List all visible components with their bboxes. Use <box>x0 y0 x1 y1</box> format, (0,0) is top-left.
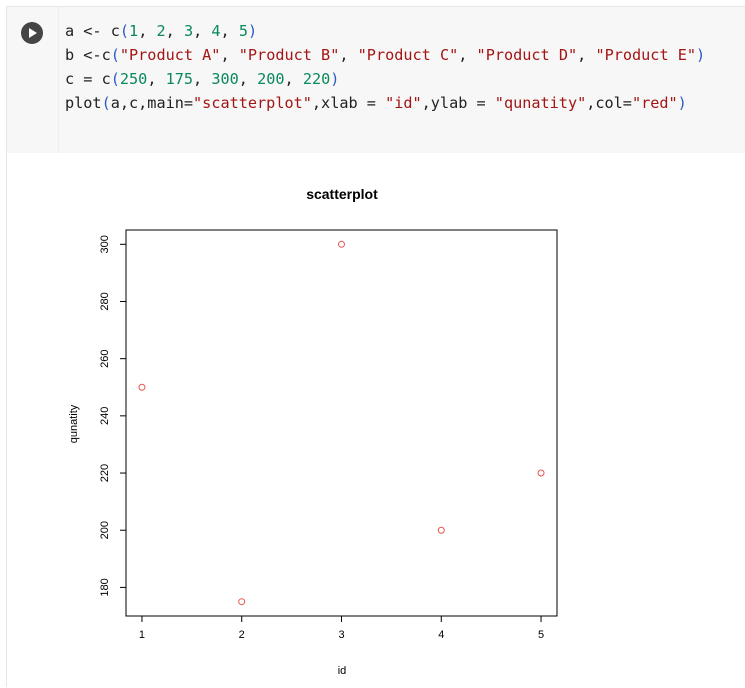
code-line-2: b <-c("Product A", "Product B", "Product… <box>65 43 705 67</box>
code-token: , <box>458 46 477 64</box>
code-token: "Product B" <box>238 46 340 64</box>
code-token: , <box>165 22 184 40</box>
code-token: "qunatity" <box>494 94 587 112</box>
plot-frame <box>125 229 558 617</box>
y-tick-label: 200 <box>99 521 111 539</box>
code-token: b <-c <box>65 46 111 64</box>
code-token: , <box>577 46 596 64</box>
data-point <box>338 240 345 248</box>
code-token: ) <box>677 94 687 112</box>
code-token: "Product D" <box>476 46 578 64</box>
code-token: a <- c <box>65 22 120 40</box>
y-tick-label: 240 <box>99 407 111 425</box>
code-token: 1 <box>129 22 139 40</box>
code-token: 2 <box>156 22 166 40</box>
y-tick-label: 220 <box>99 464 111 482</box>
code-token: 220 <box>302 70 331 88</box>
code-token: , <box>147 70 166 88</box>
cell-gutter <box>7 7 58 153</box>
code-token: , <box>193 22 212 40</box>
code-token: ) <box>696 46 706 64</box>
code-token: 5 <box>238 22 248 40</box>
cell-output: scatterplot id qunatity 1 2 3 4 5 180 200 220 2… <box>7 153 745 688</box>
code-line-1: a <- c(1, 2, 3, 4, 5) <box>65 19 257 43</box>
x-tick-label: 5 <box>538 629 544 641</box>
code-line-3: c = c(250, 175, 300, 200, 220) <box>65 67 339 91</box>
code-token: "Product E" <box>595 46 697 64</box>
code-token: "id" <box>385 94 422 112</box>
notebook-cell: a <- c(1, 2, 3, 4, 5) b <-c("Product A",… <box>6 6 745 688</box>
code-token: ,xlab = <box>311 94 386 112</box>
code-token: 4 <box>211 22 221 40</box>
x-axis-label: id <box>338 665 347 677</box>
x-tick-label: 3 <box>338 629 344 641</box>
data-point <box>238 598 246 606</box>
data-points <box>138 240 545 606</box>
y-tick-label: 260 <box>99 349 111 367</box>
y-tick-label: 180 <box>99 578 111 596</box>
x-axis: 1 2 3 4 5 <box>139 615 544 641</box>
code-token: c = c <box>65 70 111 88</box>
code-token: plot <box>65 94 102 112</box>
code-token: ,ylab = <box>421 94 495 112</box>
code-area: a <- c(1, 2, 3, 4, 5) b <-c("Product A",… <box>7 7 745 153</box>
data-point <box>138 383 146 391</box>
code-token: ( <box>101 94 111 112</box>
code-token: , <box>193 70 212 88</box>
code-token: , <box>284 70 303 88</box>
data-point <box>437 526 445 534</box>
code-token: ) <box>330 70 340 88</box>
code-token: a,c,main= <box>110 94 194 112</box>
y-axis-label: qunatity <box>68 404 80 443</box>
code-token: , <box>220 46 239 64</box>
code-token: ( <box>110 70 120 88</box>
x-tick-label: 1 <box>139 629 145 641</box>
code-token: "scatterplot" <box>193 94 312 112</box>
code-token: ( <box>110 46 120 64</box>
code-token: 250 <box>119 70 148 88</box>
y-tick-label: 280 <box>99 292 111 310</box>
code-token: "red" <box>631 94 678 112</box>
code-token: "Product C" <box>357 46 459 64</box>
y-tick-label: 300 <box>99 235 111 253</box>
chart-title: scatterplot <box>306 186 378 202</box>
code-token: 175 <box>165 70 194 88</box>
code-token: , <box>220 22 239 40</box>
code-token: , <box>138 22 157 40</box>
code-token: 300 <box>211 70 239 88</box>
code-token: 200 <box>257 70 285 88</box>
code-editor[interactable]: a <- c(1, 2, 3, 4, 5) b <-c("Product A",… <box>58 7 745 153</box>
data-point <box>537 469 545 477</box>
code-token: ( <box>119 22 130 40</box>
code-token: "Product A" <box>119 46 221 64</box>
x-tick-label: 4 <box>438 629 444 641</box>
code-token: ,col= <box>586 94 632 112</box>
code-line-4: plot(a,c,main="scatterplot",xlab = "id",… <box>65 91 687 115</box>
x-tick-label: 2 <box>239 629 245 641</box>
scatter-plot: scatterplot id qunatity 1 2 3 4 5 180 200 220 2… <box>68 186 558 677</box>
code-token: 3 <box>183 22 194 40</box>
play-circle-icon[interactable] <box>21 22 43 44</box>
code-token: ) <box>248 22 258 40</box>
y-axis: 180 200 220 240 260 280 300 <box>99 235 127 597</box>
code-token: , <box>238 70 258 88</box>
code-token: , <box>339 46 358 64</box>
